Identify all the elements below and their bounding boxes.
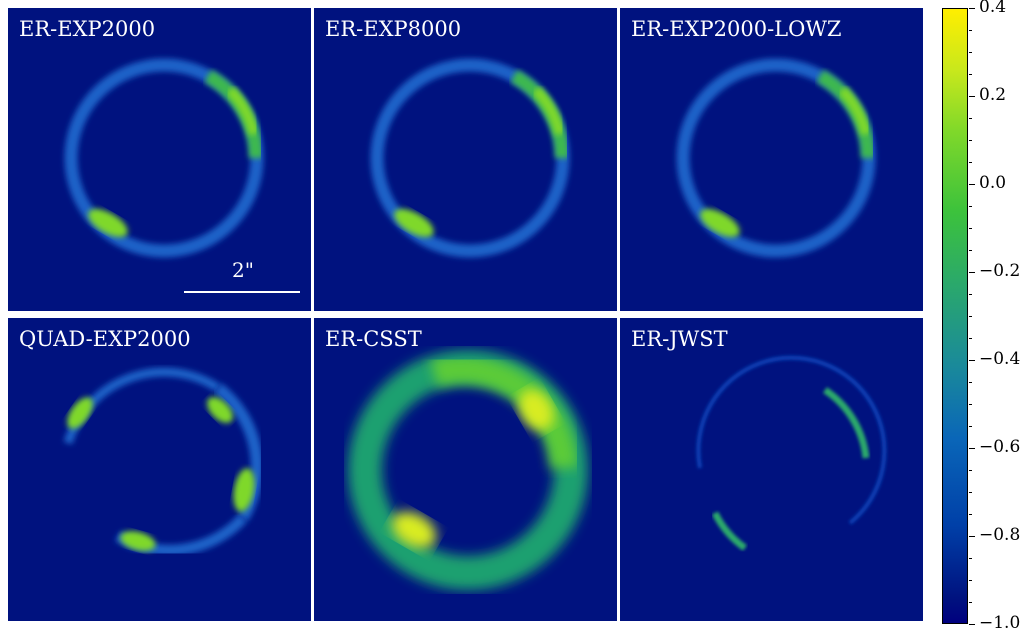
colorbar-minor-tick [969, 206, 972, 207]
panel-er-csst: ER-CSST [314, 318, 617, 621]
colorbar-minor-tick [969, 118, 972, 119]
colorbar-minor-tick [969, 140, 972, 141]
colorbar-tick [969, 624, 975, 625]
colorbar-minor-tick [969, 74, 972, 75]
colorbar-tick-label: −0.4 [979, 349, 1021, 369]
colorbar-minor-tick [969, 492, 972, 493]
panel-er-exp2000-lowz: ER-EXP2000-LOWZ [620, 8, 923, 311]
panel-label: ER-EXP8000 [325, 17, 462, 41]
colorbar-tick-label: −0.6 [979, 437, 1021, 457]
colorbar-tick-label: −1.0 [979, 613, 1021, 633]
colorbar-tick-label: 0.0 [979, 173, 1007, 193]
colorbar-tick [969, 448, 975, 449]
panel-er-exp2000: ER-EXP2000 2" [8, 8, 311, 311]
colorbar-minor-tick [969, 602, 972, 603]
lensing-ring-image [64, 58, 264, 258]
colorbar-tick [969, 184, 975, 185]
panel-er-exp8000: ER-EXP8000 [314, 8, 617, 311]
colorbar-tick [969, 8, 975, 9]
panel-quad-exp2000: QUAD-EXP2000 [8, 318, 311, 621]
colorbar-minor-tick [969, 30, 972, 31]
colorbar-minor-tick [969, 580, 972, 581]
lensing-ring-image [370, 58, 570, 258]
panel-label: QUAD-EXP2000 [19, 327, 191, 351]
colorbar-tick [969, 360, 975, 361]
colorbar-tick [969, 272, 975, 273]
colorbar-minor-tick [969, 470, 972, 471]
scale-bar [184, 291, 300, 293]
colorbar-tick-label: −0.2 [979, 261, 1021, 281]
panel-label: ER-JWST [631, 327, 728, 351]
panel-label: ER-CSST [325, 327, 422, 351]
panel-label: ER-EXP2000-LOWZ [631, 17, 842, 41]
panel-label: ER-EXP2000 [19, 17, 156, 41]
colorbar [942, 8, 968, 624]
colorbar-minor-tick [969, 316, 972, 317]
colorbar-tick [969, 536, 975, 537]
colorbar-minor-tick [969, 52, 972, 53]
colorbar-tick-label: −0.8 [979, 525, 1021, 545]
colorbar-minor-tick [969, 250, 972, 251]
panel-er-jwst: ER-JWST [620, 318, 923, 621]
colorbar-tick-label: 0.4 [979, 0, 1007, 17]
colorbar-minor-tick [969, 558, 972, 559]
colorbar-tick-label: 0.2 [979, 85, 1007, 105]
colorbar-tick [969, 96, 975, 97]
colorbar-minor-tick [969, 162, 972, 163]
colorbar-minor-tick [969, 338, 972, 339]
colorbar-minor-tick [969, 514, 972, 515]
colorbar-minor-tick [969, 228, 972, 229]
lensing-ring-image [348, 350, 588, 590]
scale-bar-label: 2" [232, 258, 254, 282]
colorbar-minor-tick [969, 382, 972, 383]
lensing-quad-image [63, 367, 263, 556]
lensing-ring-image [696, 355, 887, 551]
colorbar-minor-tick [969, 404, 972, 405]
colorbar-minor-tick [969, 294, 972, 295]
lensing-ring-image [676, 58, 876, 258]
colorbar-minor-tick [969, 426, 972, 427]
